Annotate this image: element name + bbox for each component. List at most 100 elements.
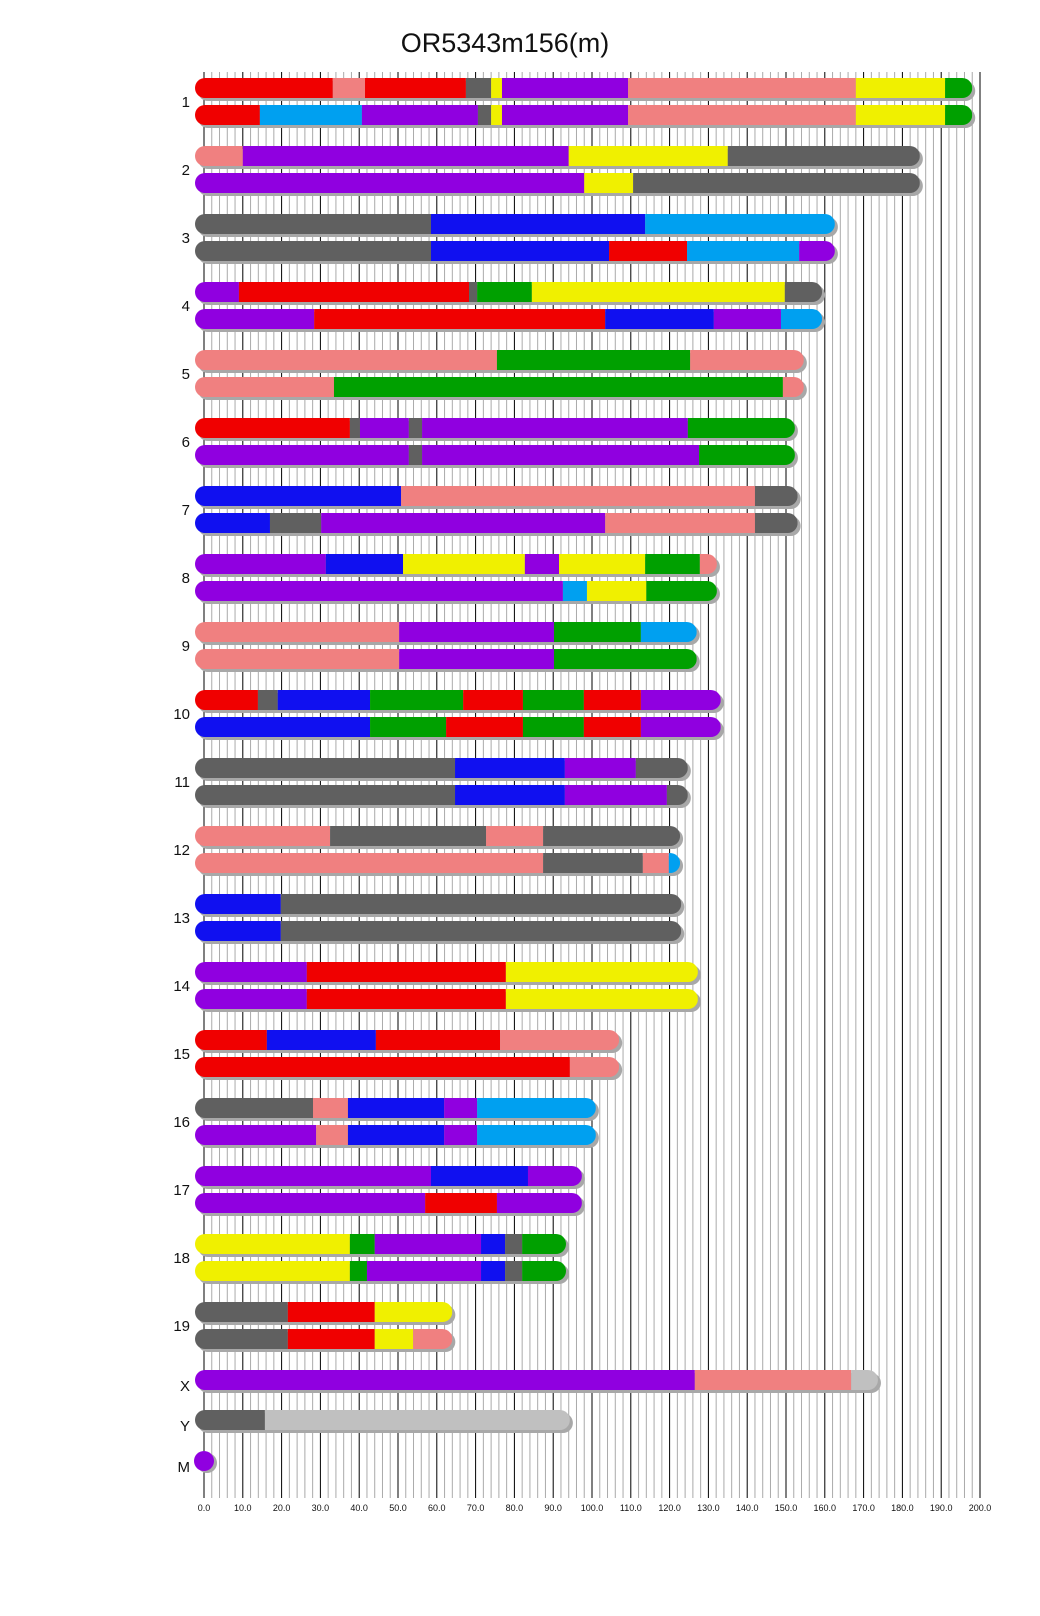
haplotype-segment: [477, 1125, 596, 1145]
x-tick-label: 100.0: [581, 1503, 604, 1513]
x-tick-label: 80.0: [506, 1503, 524, 1513]
x-tick-label: 50.0: [389, 1503, 407, 1513]
haplotype-segment: [645, 554, 700, 574]
haplotype-segment: [195, 1166, 431, 1186]
x-tick-label: 40.0: [350, 1503, 368, 1513]
chromosome-label: 1: [182, 94, 190, 111]
haplotype-segment: [195, 486, 402, 506]
haplotype-segment: [195, 146, 243, 166]
haplotype-segment: [422, 445, 700, 465]
haplotype-segment: [690, 350, 804, 370]
haplotype-segment: [242, 146, 569, 166]
haplotype-segment: [195, 282, 239, 302]
haplotype-segment: [628, 105, 856, 125]
x-tick-label: 70.0: [467, 1503, 485, 1513]
haplotype-segment: [195, 1193, 426, 1213]
haplotype-segment: [195, 1261, 350, 1281]
haplotype-segment: [277, 690, 371, 710]
haplotype-segment: [584, 173, 634, 193]
x-tick-label: 0.0: [198, 1503, 211, 1513]
haplotype-segment: [347, 1098, 445, 1118]
haplotype-segment: [782, 377, 804, 397]
haplotype-segment: [195, 377, 334, 397]
haplotype-segment: [401, 486, 755, 506]
haplotype-segment: [238, 282, 470, 302]
haplotype-segment: [455, 758, 565, 778]
haplotype-segment: [945, 105, 973, 125]
x-tick-label: 60.0: [428, 1503, 446, 1513]
haplotype-segment: [349, 1234, 375, 1254]
haplotype-segment: [628, 78, 856, 98]
haplotype-segment: [194, 1451, 214, 1471]
haplotype-segment: [374, 1302, 453, 1322]
haplotype-segment: [195, 690, 258, 710]
haplotype-segment: [195, 581, 563, 601]
haplotype-segment: [699, 554, 717, 574]
haplotype-segment: [325, 554, 404, 574]
haplotype-segment: [945, 78, 973, 98]
haplotype-segment: [444, 1098, 478, 1118]
haplotype-segment: [477, 105, 492, 125]
haplotype-segment: [463, 690, 523, 710]
chromosome-label: 18: [173, 1250, 190, 1267]
haplotype-segment: [562, 581, 587, 601]
haplotype-segment: [486, 826, 544, 846]
haplotype-segment: [374, 1329, 414, 1349]
haplotype-segment: [195, 785, 456, 805]
haplotype-segment: [195, 622, 400, 642]
haplotype-segment: [559, 554, 646, 574]
haplotype-segment: [349, 1261, 367, 1281]
x-tick-label: 90.0: [544, 1503, 562, 1513]
haplotype-segment: [469, 282, 478, 302]
haplotype-segment: [399, 649, 554, 669]
chromosome-label: 14: [173, 978, 190, 995]
chromosome-label: 5: [182, 366, 190, 383]
haplotype-segment: [316, 1125, 348, 1145]
x-tick-label: 20.0: [273, 1503, 291, 1513]
haplotype-segment: [287, 1302, 375, 1322]
haplotype-segment: [375, 1030, 501, 1050]
haplotype-segment: [195, 1030, 267, 1050]
haplotype-segment: [430, 214, 646, 234]
haplotype-segment: [374, 1234, 482, 1254]
haplotype-segment: [195, 1370, 695, 1390]
haplotype-segment: [851, 1370, 878, 1390]
haplotype-segment: [564, 785, 667, 805]
haplotype-segment: [195, 1234, 350, 1254]
haplotype-segment: [645, 214, 835, 234]
haplotype-segment: [195, 105, 260, 125]
haplotype-segment: [524, 554, 560, 574]
chromosome-label: 19: [173, 1318, 190, 1335]
haplotype-segment: [403, 554, 525, 574]
haplotype-segment: [259, 105, 362, 125]
haplotype-segment: [195, 962, 307, 982]
haplotype-segment: [365, 78, 466, 98]
haplotype-segment: [195, 554, 326, 574]
haplotype-segment: [553, 622, 641, 642]
x-tick-label: 150.0: [775, 1503, 798, 1513]
haplotype-segment: [195, 894, 281, 914]
chromosome-label: 2: [182, 162, 190, 179]
x-tick-label: 120.0: [658, 1503, 681, 1513]
haplotype-segment: [713, 309, 781, 329]
chromosome-label: M: [178, 1459, 191, 1476]
haplotype-segment: [195, 853, 544, 873]
haplotype-segment: [195, 513, 270, 533]
haplotype-segment: [361, 105, 478, 125]
haplotype-segment: [531, 282, 785, 302]
haplotype-segment: [430, 241, 610, 261]
haplotype-segment: [496, 1193, 582, 1213]
haplotype-segment: [727, 146, 920, 166]
haplotype-segment: [569, 1057, 620, 1077]
haplotype-segment: [287, 1329, 375, 1349]
x-tick-label: 130.0: [697, 1503, 720, 1513]
haplotype-segment: [195, 1329, 288, 1349]
haplotype-segment: [408, 445, 423, 465]
haplotype-segment: [195, 717, 371, 737]
haplotype-segment: [422, 418, 688, 438]
haplotype-segment: [543, 826, 681, 846]
haplotype-segment: [784, 282, 823, 302]
haplotype-segment: [257, 690, 278, 710]
